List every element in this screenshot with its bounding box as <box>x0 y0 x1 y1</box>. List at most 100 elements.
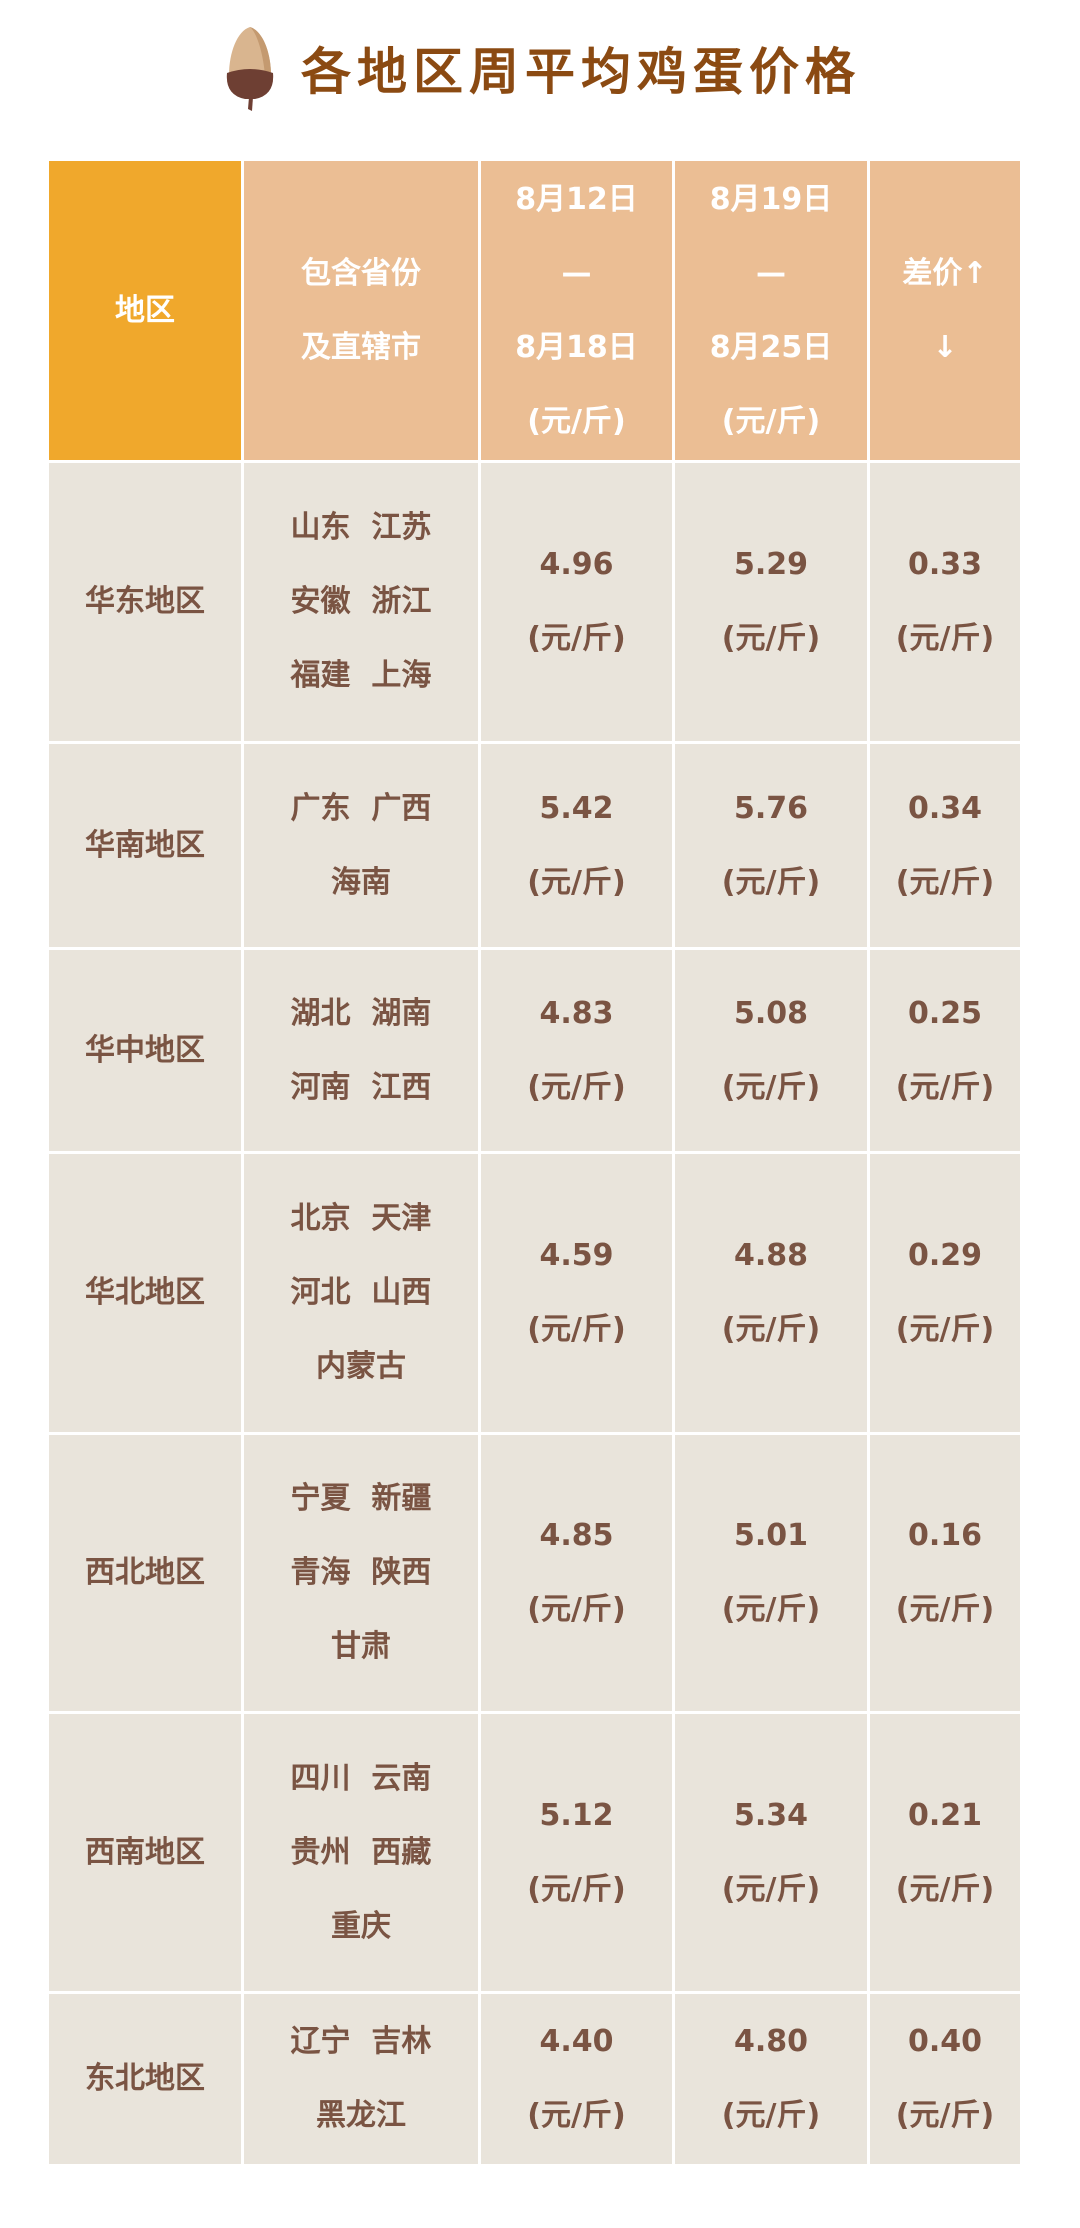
week1-price-cell-text: 4.83 <box>539 995 614 1031</box>
diff-cell-text: 0.29 <box>907 1238 983 1273</box>
week2-price-cell-text: (元/斤) <box>721 864 821 900</box>
diff-cell-text: (元/斤) <box>895 1312 995 1347</box>
provinces-cell: 湖北 湖南 河南 江西 <box>241 947 481 1154</box>
region-cell-text: 华北地区 <box>85 1275 205 1310</box>
week2-price-cell-text: (元/斤) <box>721 621 821 656</box>
diff-cell-text: 0.25 <box>907 995 983 1031</box>
region-cell-text: 西北地区 <box>85 1555 205 1590</box>
table-row: 华中地区 湖北 湖南 河南 江西 4.83 (元/斤) 5.08 (元/斤) 0.25 (元/斤… <box>46 947 1023 1154</box>
header-text: 包含省份 <box>301 255 421 291</box>
header-text: 8月18日 <box>515 329 638 365</box>
header-text: 差价↑ <box>902 255 988 291</box>
region-cell: 华北地区 <box>46 1151 244 1435</box>
provinces-cell-text: 福建 上海 <box>290 658 432 693</box>
week1-price-cell: 4.59 (元/斤) <box>478 1151 675 1435</box>
week1-price-cell-text: (元/斤) <box>527 2098 626 2133</box>
week1-price-cell-text: (元/斤) <box>527 621 626 656</box>
week1-price-cell-text: (元/斤) <box>527 1312 626 1347</box>
diff-cell-text: 0.34 <box>907 790 983 826</box>
week2-price-cell-text: (元/斤) <box>721 1312 821 1347</box>
diff-cell-text: (元/斤) <box>895 1069 995 1105</box>
week2-price-cell-text: 5.01 <box>733 1518 809 1553</box>
provinces-cell-text: 广东 广西 <box>290 790 432 826</box>
region-cell: 西北地区 <box>46 1432 244 1714</box>
provinces-cell: 广东 广西 海南 <box>241 741 481 950</box>
header-text: 8月12日 <box>515 181 638 217</box>
diff-cell: 0.33 (元/斤) <box>867 460 1023 744</box>
region-cell: 华中地区 <box>46 947 244 1154</box>
week2-price-cell-text: (元/斤) <box>721 1871 821 1907</box>
page-title: 各地区周平均鸡蛋价格 <box>301 42 861 101</box>
week2-price-cell-text: 4.88 <box>733 1238 809 1273</box>
diff-cell-text: 0.33 <box>907 547 983 582</box>
provinces-cell-text: 安徽 浙江 <box>290 584 432 619</box>
provinces-cell-text: 内蒙古 <box>316 1349 406 1384</box>
region-cell-text: 西南地区 <box>85 1834 205 1870</box>
header-region: 地区 <box>46 158 244 463</box>
table-row: 华东地区 山东 江苏 安徽 浙江 福建 上海 4.96 (元/斤) 5.29 (元/斤) 0.3… <box>46 460 1023 744</box>
diff-cell-text: (元/斤) <box>895 621 995 656</box>
week1-price-cell: 4.96 (元/斤) <box>478 460 675 744</box>
region-cell-text: 东北地区 <box>85 2061 205 2096</box>
week2-price-cell-text: 5.08 <box>733 995 809 1031</box>
header-text: (元/斤) <box>721 403 821 439</box>
diff-cell-text: 0.40 <box>907 2024 983 2059</box>
provinces-cell: 北京 天津 河北 山西 内蒙古 <box>241 1151 481 1435</box>
table-row: 东北地区 辽宁 吉林 黑龙江 4.40 (元/斤) 4.80 (元/斤) 0.40 (元/斤) <box>46 1991 1023 2167</box>
provinces-cell-text: 黑龙江 <box>316 2098 406 2133</box>
week2-price-cell-text: 4.80 <box>733 2024 809 2059</box>
provinces-cell-text: 河北 山西 <box>290 1275 432 1310</box>
provinces-cell-text: 四川 云南 <box>290 1760 432 1796</box>
provinces-cell: 辽宁 吉林 黑龙江 <box>241 1991 481 2167</box>
region-cell: 华东地区 <box>46 460 244 744</box>
table-row: 华南地区 广东 广西 海南 5.42 (元/斤) 5.76 (元/斤) 0.34 (元/斤) <box>46 741 1023 950</box>
provinces-cell-text: 海南 <box>331 864 391 900</box>
table-row: 华北地区 北京 天津 河北 山西 内蒙古 4.59 (元/斤) 4.88 (元/斤) 0.29 (… <box>46 1151 1023 1435</box>
table-row: 西南地区 四川 云南 贵州 西藏 重庆 5.12 (元/斤) 5.34 (元/斤) 0.21 (元… <box>46 1711 1023 1994</box>
region-cell-text: 华东地区 <box>85 584 205 619</box>
diff-cell: 0.25 (元/斤) <box>867 947 1023 1154</box>
diff-cell: 0.21 (元/斤) <box>867 1711 1023 1994</box>
diff-cell-text: 0.21 <box>907 1797 983 1833</box>
region-cell-text: 华南地区 <box>85 827 205 863</box>
week2-price-cell-text: (元/斤) <box>721 2098 821 2133</box>
header-text: — <box>756 255 786 291</box>
provinces-cell-text: 贵州 西藏 <box>290 1834 432 1870</box>
header-text: ↓ <box>932 329 958 365</box>
diff-cell-text: 0.16 <box>907 1518 983 1553</box>
diff-cell-text: (元/斤) <box>895 1871 995 1907</box>
provinces-cell: 四川 云南贵州 西藏重庆 <box>241 1711 481 1994</box>
diff-cell: 0.40 (元/斤) <box>867 1991 1023 2167</box>
provinces-cell-text: 甘肃 <box>331 1629 391 1664</box>
provinces-cell-text: 山东 江苏 <box>290 510 432 545</box>
week1-price-cell-text: (元/斤) <box>527 1592 626 1627</box>
week1-price-cell: 4.83 (元/斤) <box>478 947 675 1154</box>
week1-price-cell: 5.12 (元/斤) <box>478 1711 675 1994</box>
week1-price-cell: 4.85 (元/斤) <box>478 1432 675 1714</box>
week1-price-cell-text: (元/斤) <box>527 1871 626 1907</box>
provinces-cell: 山东 江苏安徽 浙江福建 上海 <box>241 460 481 744</box>
table-row: 西北地区 宁夏 新疆青海 陕西甘肃 4.85 (元/斤) 5.01 (元/斤) 0.16 (元… <box>46 1432 1023 1714</box>
title-bar: 各地区周平均鸡蛋价格 <box>0 20 1080 115</box>
provinces-cell-text: 青海 陕西 <box>290 1555 432 1590</box>
week1-price-cell-text: 5.42 <box>539 790 614 826</box>
week1-price-cell-text: 5.12 <box>539 1797 614 1833</box>
week2-price-cell: 5.34 (元/斤) <box>672 1711 870 1994</box>
week2-price-cell: 5.76 (元/斤) <box>672 741 870 950</box>
header-row: 地区 包含省份 及直辖市 8月12日 — 8月18日 (元/斤) 8月19日 —… <box>46 158 1023 463</box>
provinces-cell-text: 宁夏 新疆 <box>290 1481 432 1516</box>
week1-price-cell-text: (元/斤) <box>527 864 626 900</box>
header-text: 8月19日 <box>709 181 833 217</box>
provinces-cell-text: 湖北 湖南 <box>290 995 432 1031</box>
header-text: 8月25日 <box>709 329 833 365</box>
diff-cell-text: (元/斤) <box>895 2098 995 2133</box>
week2-price-cell: 5.29 (元/斤) <box>672 460 870 744</box>
diff-cell-text: (元/斤) <box>895 864 995 900</box>
week2-price-cell: 5.08 (元/斤) <box>672 947 870 1154</box>
acorn-icon <box>219 23 281 113</box>
provinces-cell-text: 重庆 <box>331 1908 391 1944</box>
header-provinces: 包含省份 及直辖市 <box>241 158 481 463</box>
diff-cell-text: (元/斤) <box>895 1592 995 1627</box>
week1-price-cell: 5.42 (元/斤) <box>478 741 675 950</box>
header-diff: 差价↑ ↓ <box>867 158 1023 463</box>
